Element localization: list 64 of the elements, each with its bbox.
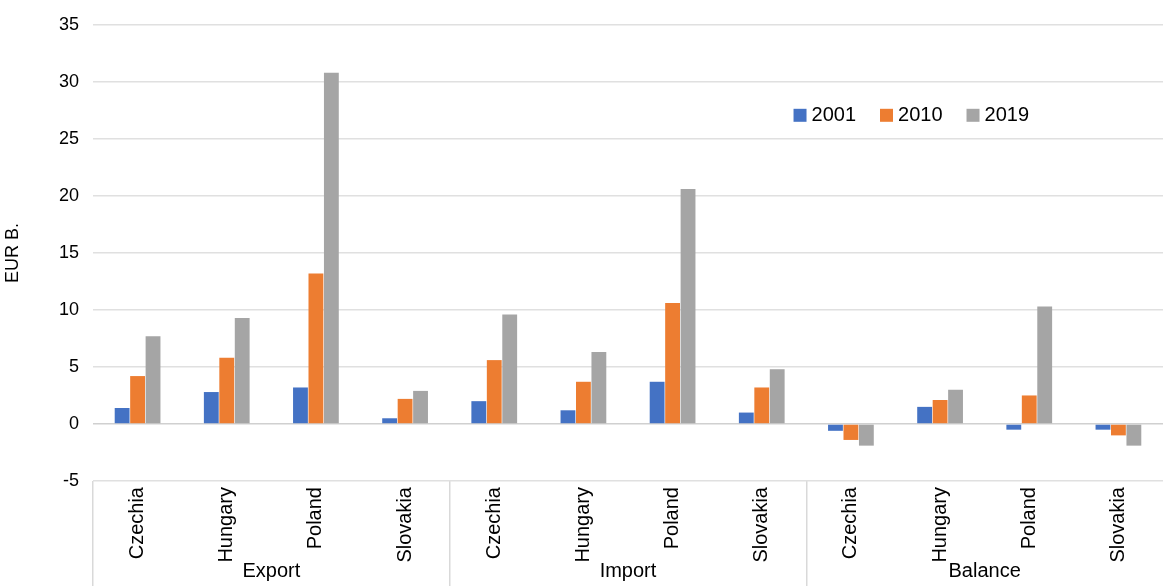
bar [203, 392, 219, 424]
bar [1006, 424, 1022, 430]
bar [948, 389, 963, 424]
bar [858, 424, 874, 446]
bar [680, 189, 696, 424]
y-tick-label: 25 [58, 127, 79, 148]
y-tick-label: 15 [58, 241, 79, 262]
bar [293, 387, 308, 424]
x-tick-label: Hungary [570, 487, 593, 563]
bar [828, 424, 843, 431]
bar [486, 360, 502, 424]
bar [219, 357, 235, 424]
bar [1095, 424, 1111, 430]
bar [560, 410, 576, 424]
bar [413, 390, 428, 424]
legend-label: 2001 [811, 103, 857, 126]
bar [234, 317, 250, 424]
bar [932, 400, 948, 424]
bar [1111, 424, 1126, 436]
y-tick-label: 5 [68, 355, 79, 376]
bar [1126, 424, 1142, 446]
y-tick-label: -5 [62, 469, 79, 490]
x-tick-label: Slovakia [1105, 486, 1128, 563]
bar [591, 352, 607, 424]
text: Balance [948, 558, 1021, 581]
text: Export [242, 558, 301, 581]
y-tick-label: 30 [58, 70, 79, 91]
x-tick-label: Slovakia [749, 486, 772, 563]
bar [397, 398, 413, 424]
y-axis-title: EUR B. [1, 222, 22, 283]
bar [649, 381, 665, 424]
bar [145, 336, 161, 424]
y-tick-label: 0 [68, 412, 79, 433]
bar [1037, 306, 1053, 424]
bar [917, 406, 933, 424]
x-tick-label: Czechia [481, 486, 504, 560]
bar [471, 401, 487, 424]
bar [1021, 395, 1037, 424]
bar [114, 408, 130, 424]
bar [502, 314, 518, 424]
y-tick-label: 35 [58, 13, 79, 34]
y-tick-label: 20 [58, 184, 79, 205]
x-tick-label: Czechia [125, 486, 148, 560]
bar [323, 72, 339, 424]
bar [382, 418, 398, 424]
bar [576, 381, 591, 424]
text: Import [599, 558, 657, 581]
x-tick-label: Poland [303, 487, 326, 550]
bar [130, 376, 145, 424]
bar [308, 273, 324, 424]
x-tick-label: Hungary [927, 487, 950, 563]
x-tick-label: Hungary [214, 487, 237, 563]
bar [665, 303, 680, 424]
legend-label: 2019 [984, 103, 1030, 126]
bar [843, 424, 859, 440]
bar [754, 387, 770, 424]
y-tick-label: 10 [58, 298, 79, 319]
legend-label: 2010 [898, 103, 943, 126]
x-tick-label: Poland [1016, 487, 1039, 550]
bar [769, 369, 785, 424]
x-tick-label: Slovakia [392, 486, 415, 563]
x-tick-label: Poland [660, 487, 683, 550]
bar [738, 412, 754, 424]
x-tick-label: Czechia [838, 486, 861, 560]
